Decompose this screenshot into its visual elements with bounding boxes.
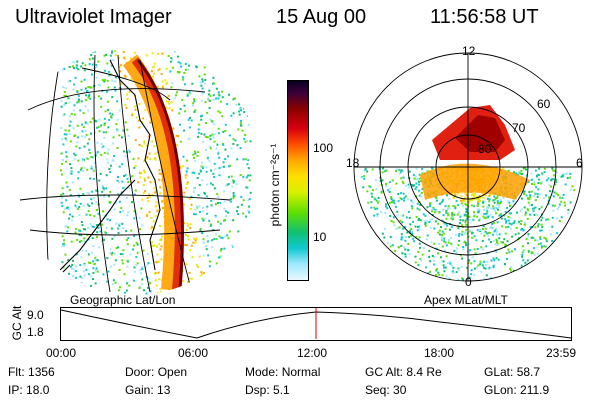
- date-label: 15 Aug 00: [276, 6, 367, 28]
- lat-label-70: 70: [512, 121, 526, 135]
- lat-label-80: 80: [478, 142, 492, 156]
- altitude-xtick-1: 06:00: [178, 346, 209, 360]
- mlt-label-0: 0: [465, 275, 472, 289]
- info-glat: GLat: 58.7: [484, 365, 541, 379]
- info-door: Door: Open: [125, 365, 188, 379]
- altitude-plot-frame: [60, 307, 572, 341]
- info-gc-alt: GC Alt: 8.4 Re: [365, 365, 442, 379]
- mlt-label-12: 12: [462, 44, 476, 58]
- time-label: 11:56:58 UT: [430, 6, 539, 28]
- apex-label: Apex MLat/MLT: [424, 293, 508, 307]
- info-glon: GLon: 211.9: [484, 383, 550, 397]
- info-flt: Flt: 1356: [8, 365, 55, 379]
- colorbar-tick-10: 10: [313, 230, 327, 244]
- info-ip: IP: 18.0: [8, 383, 50, 397]
- colorbar-unit-label: photon cm⁻²s⁻¹: [268, 143, 282, 227]
- info-mode: Mode: Normal: [245, 365, 321, 379]
- altitude-ylabel: GC Alt: [10, 305, 24, 341]
- colorbar-tick-100: 100: [313, 141, 334, 155]
- altitude-xtick-2: 12:00: [297, 346, 328, 360]
- info-gain: Gain: 13: [125, 383, 171, 397]
- lat-label-60: 60: [537, 97, 551, 111]
- mlt-label-6: 6: [576, 156, 583, 170]
- info-dsp: Dsp: 5.1: [245, 383, 290, 397]
- mlt-label-18: 18: [346, 156, 360, 170]
- geographic-label: Geographic Lat/Lon: [70, 293, 176, 307]
- info-seq: Seq: 30: [365, 383, 407, 397]
- altitude-xtick-4: 23:59: [546, 346, 577, 360]
- altitude-ytick-low: 1.8: [27, 325, 44, 339]
- altitude-xtick-3: 18:00: [424, 346, 455, 360]
- altitude-ytick-high: 9.0: [27, 308, 44, 322]
- altitude-xtick-0: 00:00: [46, 346, 77, 360]
- instrument-title: Ultraviolet Imager: [15, 6, 172, 28]
- colorbar: [287, 80, 309, 281]
